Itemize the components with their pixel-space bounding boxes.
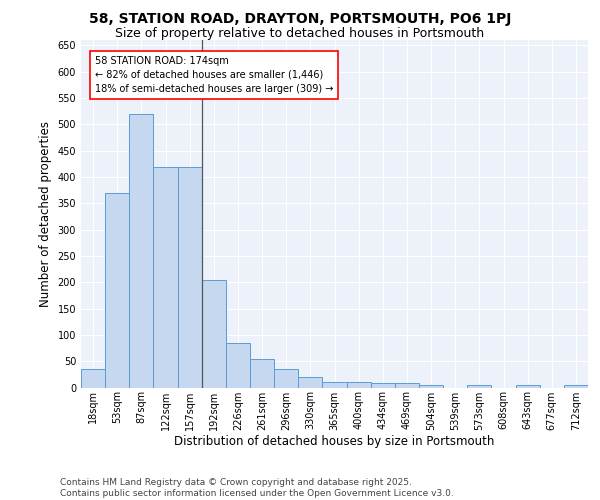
Bar xyxy=(564,385,588,388)
Bar xyxy=(274,369,298,388)
Bar xyxy=(467,385,491,388)
Text: Contains HM Land Registry data © Crown copyright and database right 2025.
Contai: Contains HM Land Registry data © Crown c… xyxy=(60,478,454,498)
Text: 58, STATION ROAD, DRAYTON, PORTSMOUTH, PO6 1PJ: 58, STATION ROAD, DRAYTON, PORTSMOUTH, P… xyxy=(89,12,511,26)
Bar xyxy=(226,342,250,388)
Bar xyxy=(298,377,322,388)
Bar xyxy=(395,384,419,388)
Bar xyxy=(202,280,226,388)
Bar xyxy=(322,382,347,388)
Bar xyxy=(250,358,274,388)
Text: 58 STATION ROAD: 174sqm
← 82% of detached houses are smaller (1,446)
18% of semi: 58 STATION ROAD: 174sqm ← 82% of detache… xyxy=(95,56,334,94)
Bar xyxy=(81,369,105,388)
Bar xyxy=(178,168,202,388)
Bar xyxy=(105,192,129,388)
Bar xyxy=(154,168,178,388)
Bar xyxy=(515,385,540,388)
Bar xyxy=(347,382,371,388)
Y-axis label: Number of detached properties: Number of detached properties xyxy=(39,120,52,306)
Text: Size of property relative to detached houses in Portsmouth: Size of property relative to detached ho… xyxy=(115,28,485,40)
Bar xyxy=(419,385,443,388)
X-axis label: Distribution of detached houses by size in Portsmouth: Distribution of detached houses by size … xyxy=(175,435,494,448)
Bar xyxy=(129,114,154,388)
Bar xyxy=(371,384,395,388)
